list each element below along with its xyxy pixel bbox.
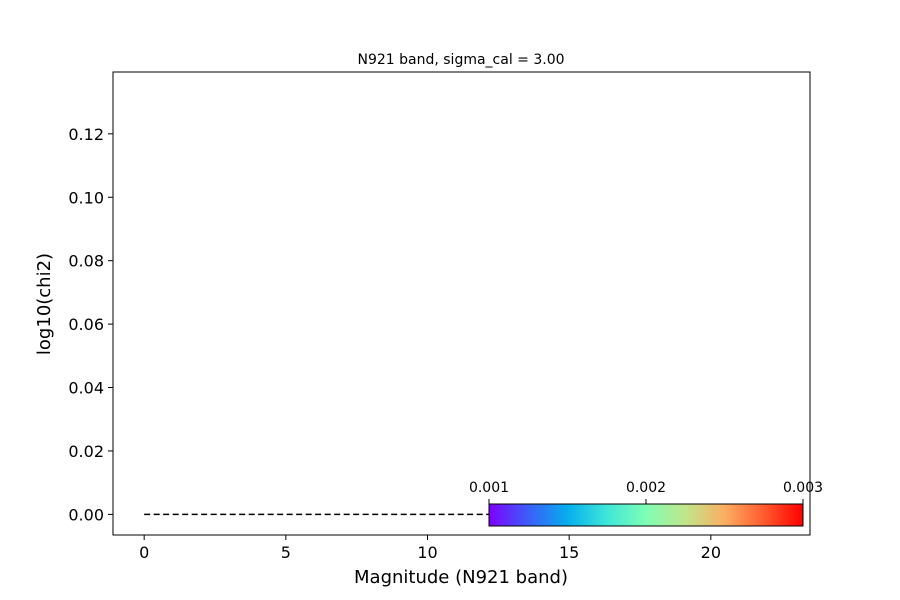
y-tick-label: 0.08 (68, 252, 104, 271)
y-tick-label: 0.12 (68, 125, 104, 144)
x-tick-label: 10 (417, 543, 437, 562)
plot-frame (112, 71, 811, 536)
chart-title: N921 band, sigma_cal = 3.00 (357, 52, 564, 68)
colorbar: 0.001 0.002 0.003 (469, 480, 823, 527)
y-tick-label: 0.00 (68, 505, 104, 524)
y-axis-label: log10(chi2) (34, 253, 55, 355)
y-tick-label: 0.02 (68, 442, 104, 461)
x-tick-label: 5 (281, 543, 291, 562)
x-tick-label: 20 (701, 543, 721, 562)
y-tick-label: 0.04 (68, 379, 104, 398)
x-axis: 0 5 10 15 20 (139, 535, 721, 562)
colorbar-tick-label: 0.002 (626, 480, 666, 496)
x-axis-label: Magnitude (N921 band) (354, 567, 568, 588)
y-axis: 0.00 0.02 0.04 0.06 0.08 0.10 0.12 (68, 125, 113, 524)
colorbar-tick-label: 0.003 (783, 480, 823, 496)
x-tick-label: 0 (139, 543, 149, 562)
y-tick-label: 0.10 (68, 188, 104, 207)
colorbar-gradient (488, 503, 804, 527)
x-tick-label: 15 (559, 543, 579, 562)
colorbar-tick-label: 0.001 (469, 480, 509, 496)
y-tick-label: 0.06 (68, 315, 104, 334)
